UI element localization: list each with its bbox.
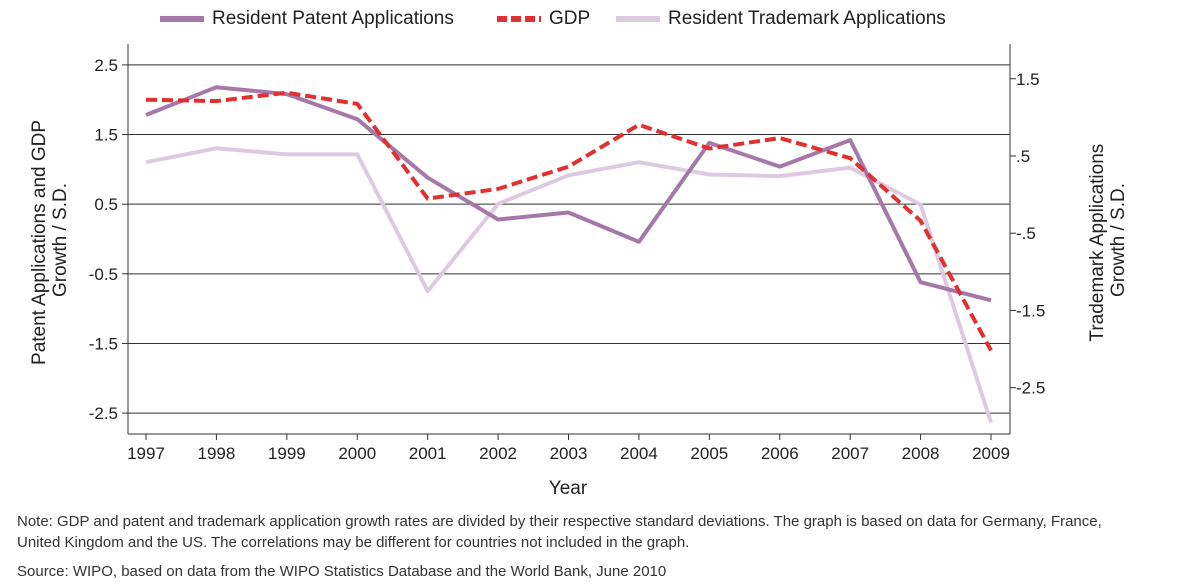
x-axis-title: Year [549,478,588,499]
right-axis-title-line-2: Growth / S.D. [1108,183,1129,297]
right-axis-title-line-1: Trademark Applications [1087,144,1108,342]
left-axis-title-line-2: Growth / S.D. [50,183,71,297]
left-tick-label-0: 2.5 [94,56,118,75]
x-tick-label-4: 2001 [409,444,447,463]
left-axis-ticks: 2.5 1.5 0.5 -0.5 -1.5 -2.5 [89,56,128,423]
left-axis-title: Patent Applications and GDP Growth / S.D… [29,115,71,365]
right-axis-ticks: 1.5 .5 -.5 -1.5 -2.5 [1010,70,1045,398]
left-tick-label-5: -2.5 [89,404,118,423]
chart-note: Note: GDP and patent and trademark appli… [17,511,1192,553]
chart-legend: Resident Patent Applications GDP Residen… [0,8,1197,36]
x-tick-label-11: 2008 [902,444,940,463]
legend-item-trademark: Resident Trademark Applications [616,8,946,30]
left-tick-label-3: -0.5 [89,265,118,284]
right-axis-title: Trademark Applications Growth / S.D. [1087,138,1129,341]
grid-lines [128,64,1010,414]
x-tick-label-9: 2006 [761,444,799,463]
legend-label-trademark: Resident Trademark Applications [668,8,946,29]
series-layer [145,85,993,424]
legend-item-patent: Resident Patent Applications [160,8,454,30]
x-tick-label-7: 2004 [620,444,658,463]
x-tick-label-6: 2003 [550,444,588,463]
series-line-resident-patent-applications [145,85,992,303]
right-tick-label-3: -1.5 [1016,301,1045,320]
x-axis-ticks: 1997 1998 1999 2000 2001 2002 2003 2004 2005 2006… [127,434,1010,463]
x-tick-label-10: 2007 [831,444,869,463]
right-tick-label-2: -.5 [1016,224,1036,243]
legend-label-gdp: GDP [549,8,591,29]
right-tick-label-4: -2.5 [1016,379,1045,398]
right-tick-label-0: 1.5 [1016,70,1040,89]
legend-swatch-patent [160,16,204,22]
note-line-2: United Kingdom and the US. The correlati… [17,534,690,551]
x-tick-label-1: 1998 [198,444,236,463]
legend-swatch-gdp [497,16,541,22]
plot-frame [127,44,1011,435]
series-line-gdp [145,90,993,352]
left-tick-label-1: 1.5 [94,126,118,145]
x-tick-label-0: 1997 [127,444,165,463]
legend-label-patent: Resident Patent Applications [212,8,454,29]
chart-source: Source: WIPO, based on data from the WIP… [17,563,667,580]
left-axis-title-line-1: Patent Applications and GDP [29,120,50,365]
note-line-1: Note: GDP and patent and trademark appli… [17,513,1102,530]
x-tick-label-2: 1999 [268,444,306,463]
x-tick-label-12: 2009 [972,444,1010,463]
legend-item-gdp: GDP [497,8,590,30]
left-tick-label-2: 0.5 [94,195,118,214]
left-tick-label-4: -1.5 [89,334,118,353]
x-tick-label-3: 2000 [338,444,376,463]
series-line-resident-trademark-applications [145,146,993,424]
x-tick-label-8: 2005 [690,444,728,463]
right-tick-label-1: .5 [1016,147,1030,166]
legend-swatch-trademark [616,16,660,22]
chart: 2.5 1.5 0.5 -0.5 -1.5 -2.5 1.5 .5 -.5 -1.5 -2.5 1… [29,44,1129,499]
x-tick-label-5: 2002 [479,444,517,463]
